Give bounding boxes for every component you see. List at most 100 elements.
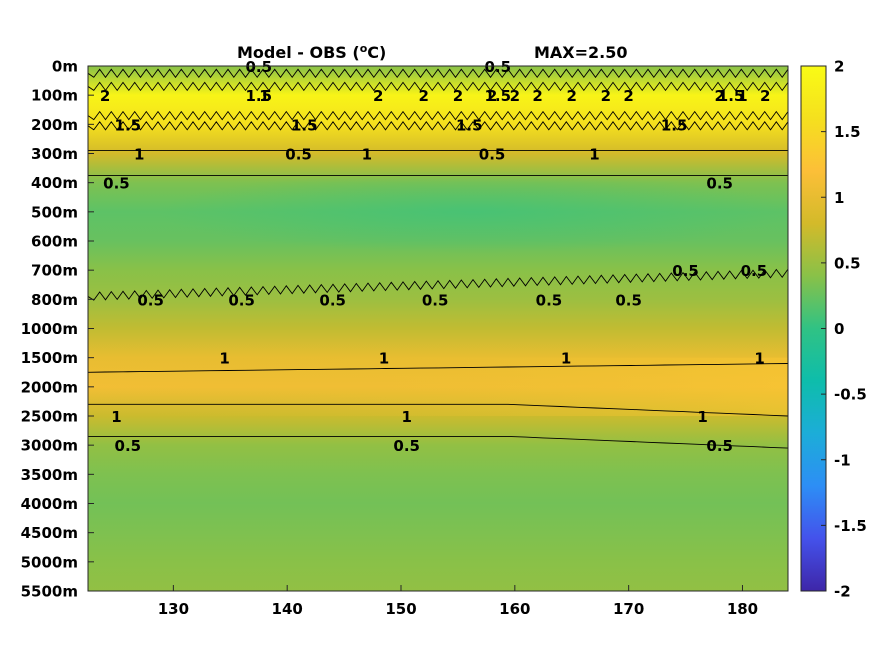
contour-label: 1.5: [661, 116, 688, 134]
y-tick-label: 500m: [31, 203, 78, 221]
x-tick-label: 140: [272, 600, 303, 618]
y-axis-ticks: 0m 100m 200m 300m 400m 500m 600m 700m 800m 1000m 1…: [21, 58, 94, 601]
contour-label: 0.5: [741, 262, 768, 280]
contour-label: 0.5: [615, 291, 642, 309]
contour-label: 2: [601, 87, 611, 105]
y-tick-label: 2500m: [21, 408, 78, 426]
y-tick-label: 4000m: [21, 495, 78, 513]
contour-label: 0.5: [422, 291, 449, 309]
contour-label: 1: [111, 408, 121, 426]
colorbar-tick-label: 0: [834, 320, 844, 338]
y-tick-label: 800m: [31, 291, 78, 309]
colorbar-tick-label: -1: [834, 451, 851, 469]
contour-label: 2: [532, 87, 542, 105]
contour-label: 2: [714, 87, 724, 105]
heatmap-base: [88, 66, 788, 591]
contour-label: 1: [379, 350, 389, 368]
x-axis-ticks: 130 140 150 160 170 180: [158, 585, 758, 618]
contour-label: 0.5: [228, 291, 255, 309]
contour-label: 1.5: [456, 116, 483, 134]
contour-label: 1: [561, 350, 571, 368]
contour-label: 0.5: [393, 437, 420, 455]
contour-label: 0.5: [137, 291, 164, 309]
contour-label: 2: [453, 87, 463, 105]
y-tick-label: 400m: [31, 174, 78, 192]
contour-label: 2: [567, 87, 577, 105]
colorbar-ticks: 2 1.5 1 0.5 0 -0.5 -1 -1.5 -2: [821, 58, 867, 601]
x-tick-label: 130: [158, 600, 189, 618]
y-tick-label: 700m: [31, 262, 78, 280]
y-tick-label: 100m: [31, 87, 78, 105]
contour-1-2500: [88, 403, 788, 417]
contour-0.5-mid: [88, 268, 788, 301]
contour-label: 0.5: [484, 58, 511, 76]
contour-label: 1: [259, 87, 269, 105]
contour-label: 2: [510, 87, 520, 105]
heatmap-field: [88, 66, 788, 591]
contour-label: 1.5: [115, 116, 142, 134]
y-tick-label: 1000m: [21, 320, 78, 338]
contour-label: 2: [760, 87, 770, 105]
heatmap-panel: 0.5 0.511.5 1.5 11.52 2 2 2 2 2 2 2 2 2 2 21.5 1.5 1.5 1.…: [87, 58, 789, 592]
contour-1-deep: [88, 363, 788, 373]
y-tick-label: 600m: [31, 233, 78, 251]
heatmap-mid-cool: [158, 171, 788, 253]
contour-label: 1.5: [718, 87, 745, 105]
colorbar: 2 1.5 1 0.5 0 -0.5 -1 -1.5 -2: [800, 58, 867, 601]
y-tick-label: 0m: [52, 58, 78, 76]
contour-label: 2: [623, 87, 633, 105]
y-tick-label: 5000m: [21, 553, 78, 571]
contour-label: 0.5: [706, 175, 733, 193]
y-tick-label: 2000m: [21, 378, 78, 396]
contour-label: 0.5: [706, 437, 733, 455]
contour-label: 1.5: [291, 116, 318, 134]
contour-2-upper: [88, 81, 788, 92]
contour-label: 0.5: [245, 58, 272, 76]
x-tick-label: 150: [385, 600, 416, 618]
contour-2-lower: [88, 110, 788, 121]
contour-label: 0.5: [536, 291, 563, 309]
contour-label: 2: [100, 87, 110, 105]
y-tick-label: 4500m: [21, 524, 78, 542]
contour-0.5-3000: [88, 435, 788, 449]
y-tick-label: 1500m: [21, 349, 78, 367]
contour-lines: [88, 68, 788, 449]
contour-label: 1: [754, 350, 764, 368]
y-tick-label: 5500m: [21, 583, 78, 601]
y-tick-label: 200m: [31, 116, 78, 134]
contour-label: 0.5: [285, 146, 312, 164]
y-tick-label: 3000m: [21, 437, 78, 455]
contour-label: 1.5: [484, 87, 511, 105]
contour-label: 0.5: [672, 262, 699, 280]
colorbar-tick-label: -0.5: [834, 386, 867, 404]
chart-title: Model - OBS (oC): [237, 42, 386, 62]
x-tick-label: 160: [499, 600, 530, 618]
colorbar-tick-label: 1: [834, 189, 844, 207]
max-annotation: MAX=2.50: [534, 43, 628, 62]
colorbar-tick-label: 2: [834, 58, 844, 76]
contour-label: 1: [134, 146, 144, 164]
contour-label: 1: [219, 350, 229, 368]
heatmap-deep-warm: [88, 357, 788, 416]
contour-label: 0.5: [479, 146, 506, 164]
colorbar-tick-label: -1.5: [834, 517, 867, 535]
colorbar-tick-label: -2: [834, 583, 851, 601]
contour-labels: 0.5 0.511.5 1.5 11.52 2 2 2 2 2 2 2 2 2 2 21.5 1.5 1.5 1.…: [100, 58, 771, 455]
colorbar-tick-label: 0.5: [834, 254, 861, 272]
contour-label: 2: [373, 87, 383, 105]
contour-label: 1: [697, 408, 707, 426]
contour-label: 1: [362, 146, 372, 164]
colorbar-tick-label: 1.5: [834, 123, 861, 141]
contour-label: 0.5: [115, 437, 142, 455]
x-tick-label: 180: [727, 600, 758, 618]
y-tick-label: 3500m: [21, 466, 78, 484]
contour-label: 0.5: [319, 291, 346, 309]
y-tick-label: 300m: [31, 145, 78, 163]
contour-label: 1: [589, 146, 599, 164]
contour-label: 1.5: [245, 87, 272, 105]
contour-1.5-upper: [88, 121, 788, 131]
x-tick-label: 170: [613, 600, 644, 618]
contour-label: 1: [401, 408, 411, 426]
contour-label: 1: [737, 87, 747, 105]
